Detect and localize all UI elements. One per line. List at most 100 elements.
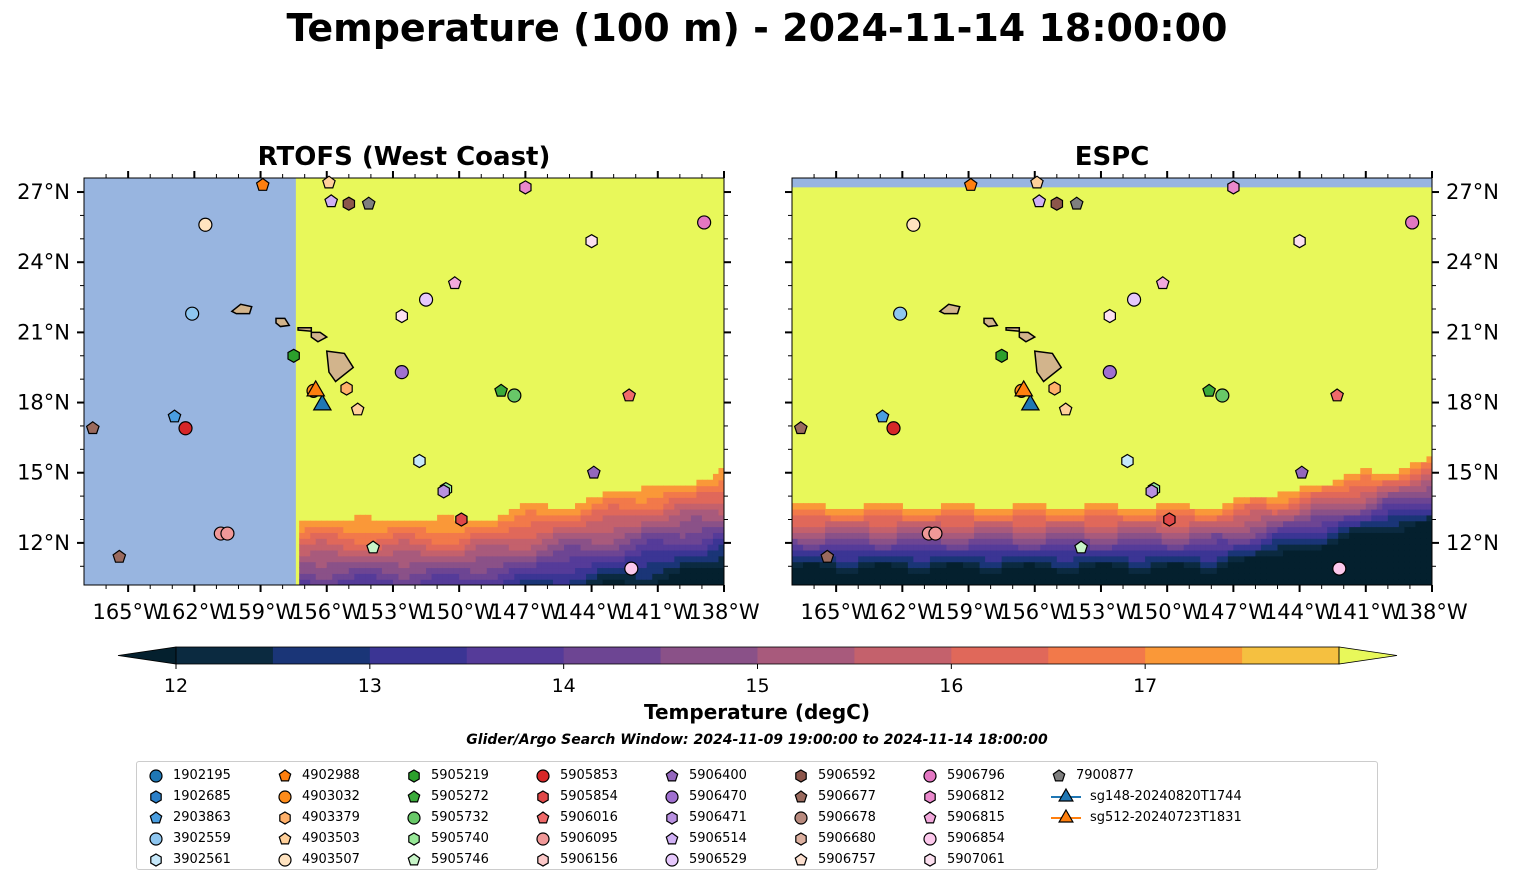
temperature-cell: [1167, 567, 1174, 574]
temperature-cell: [1371, 520, 1378, 528]
temperature-cell: [874, 544, 881, 551]
temperature-cell: [1216, 538, 1223, 545]
temperature-cell: [453, 567, 460, 574]
temperature-cell: [907, 532, 914, 539]
temperature-cell: [310, 532, 317, 539]
temperature-cell: [475, 532, 482, 539]
temperature-cell: [1128, 544, 1135, 551]
temperature-cell: [470, 526, 477, 533]
temperature-cell: [1238, 544, 1246, 551]
legend-label: 1902685: [173, 788, 231, 804]
temperature-cell: [979, 555, 986, 563]
temperature-cell: [409, 555, 416, 563]
temperature-cell: [1332, 508, 1339, 516]
temperature-cell: [310, 567, 317, 574]
temperature-cell: [1365, 532, 1372, 539]
temperature-cell: [957, 567, 964, 574]
temperature-cell: [718, 485, 724, 493]
temperature-cell: [685, 573, 692, 580]
temperature-cell: [1056, 514, 1063, 522]
temperature-cell: [1134, 538, 1141, 545]
temperature-cell: [1409, 526, 1417, 533]
temperature-cell: [332, 532, 339, 539]
temperature-cell: [1338, 491, 1345, 498]
temperature-cell: [1205, 532, 1212, 539]
temperature-cell: [685, 532, 692, 539]
legend-label: 4903507: [302, 851, 360, 867]
temperature-cell: [437, 538, 444, 545]
temperature-cell: [475, 567, 482, 574]
temperature-cell: [1238, 549, 1246, 557]
temperature-cell: [1305, 508, 1312, 516]
temperature-cell: [1426, 549, 1432, 557]
marker-3902561: [1121, 453, 1134, 469]
temperature-cell: [1398, 549, 1406, 557]
temperature-cell: [1128, 538, 1135, 545]
temperature-cell: [343, 520, 350, 528]
temperature-cell: [718, 526, 724, 533]
legend-label: 5906815: [947, 809, 1005, 825]
temperature-cell: [690, 503, 698, 510]
temperature-cell: [1349, 479, 1356, 487]
temperature-cell: [1426, 462, 1432, 469]
temperature-cell: [1084, 573, 1091, 580]
temperature-cell: [852, 520, 859, 528]
temperature-cell: [569, 544, 576, 551]
temperature-cell: [1310, 549, 1317, 557]
temperature-cell: [315, 561, 322, 569]
temperature-cell: [547, 520, 554, 528]
map-panel-rtofs: 165°W162°W159°W156°W153°W150°W147°W144°W…: [17, 171, 760, 624]
temperature-cell: [1117, 549, 1124, 557]
temperature-cell: [1255, 579, 1262, 585]
temperature-cell: [348, 561, 355, 569]
temperature-cell: [359, 573, 366, 580]
temperature-cell: [586, 579, 593, 585]
temperature-cell: [619, 561, 626, 569]
temperature-cell: [1371, 549, 1378, 557]
temperature-cell: [1112, 567, 1119, 574]
temperature-cell: [348, 544, 355, 551]
temperature-cell: [1205, 544, 1212, 551]
temperature-cell: [591, 514, 598, 522]
temperature-cell: [315, 538, 322, 545]
temperature-cell: [1398, 473, 1406, 481]
temperature-cell: [558, 520, 565, 528]
temperature-cell: [1211, 532, 1218, 539]
legend-item: 5906529: [663, 849, 747, 869]
temperature-cell: [591, 549, 598, 557]
temperature-cell: [1161, 532, 1168, 539]
temperature-cell: [1398, 479, 1406, 487]
legend-item: 5906796: [921, 765, 1005, 785]
temperature-cell: [359, 526, 366, 533]
temperature-cell: [1409, 538, 1417, 545]
temperature-cell: [1018, 555, 1025, 563]
temperature-cell: [1123, 561, 1130, 569]
temperature-cell: [387, 526, 394, 533]
temperature-cell: [1398, 567, 1406, 574]
temperature-cell: [359, 579, 366, 585]
temperature-cell: [1409, 485, 1417, 493]
temperature-cell: [869, 508, 876, 516]
temperature-cell: [420, 555, 427, 563]
temperature-cell: [1332, 579, 1339, 585]
temperature-cell: [819, 573, 826, 580]
temperature-cell: [819, 503, 826, 510]
temperature-cell: [541, 561, 549, 569]
temperature-cell: [863, 561, 870, 569]
temperature-cell: [902, 555, 909, 563]
temperature-cell: [1067, 544, 1074, 551]
temperature-cell: [315, 567, 322, 574]
temperature-cell: [841, 544, 848, 551]
temperature-cell: [1360, 520, 1367, 528]
temperature-cell: [1205, 561, 1212, 569]
temperature-cell: [575, 503, 582, 510]
temperature-cell: [663, 485, 670, 493]
temperature-cell: [885, 549, 892, 557]
temperature-cell: [503, 532, 510, 539]
temperature-cell: [880, 579, 887, 585]
temperature-cell: [674, 555, 681, 563]
temperature-cell: [718, 561, 724, 569]
temperature-cell: [1205, 514, 1212, 522]
temperature-cell: [1139, 544, 1146, 551]
temperature-cell: [1354, 567, 1361, 574]
